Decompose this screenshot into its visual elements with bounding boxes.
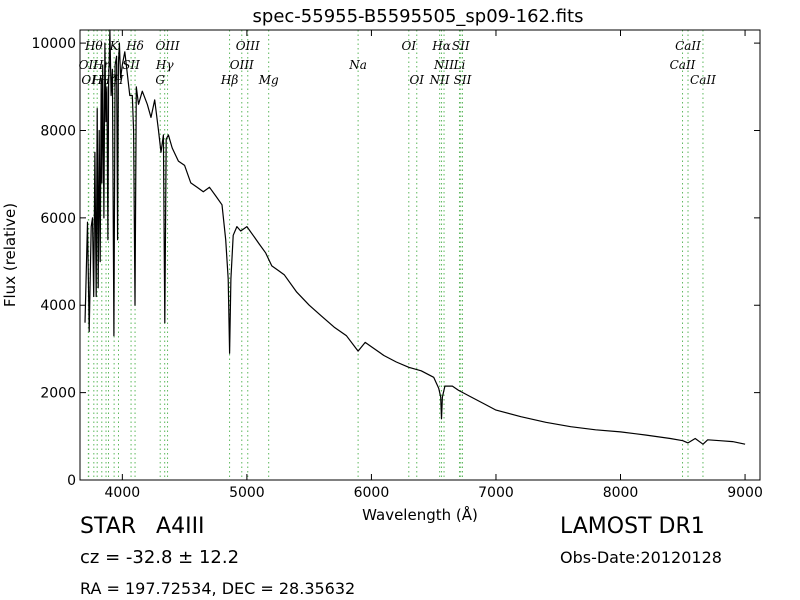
coordinates: RA = 197.72534, DEC = 28.35632 (80, 579, 356, 598)
spectral-line-label: Mg (258, 73, 279, 87)
axis-ticks: 4000 5000 6000 7000 8000 9000 0 2000 4000 6000 800… (31, 30, 763, 501)
spectrum-line (84, 29, 746, 445)
x-axis-label: Wavelength (Å) (362, 505, 478, 524)
x-tick-label: 5000 (229, 485, 265, 501)
spectral-line-label: CaII (690, 73, 716, 87)
spectral-line-label: H (112, 73, 124, 87)
x-tick-label: 8000 (603, 485, 639, 501)
y-axis-label: Flux (relative) (1, 203, 19, 307)
spectral-line-markers (87, 30, 704, 480)
object-subclass: A4III (156, 514, 205, 539)
spectral-line-label: OIII (230, 58, 254, 72)
x-tick-label: 7000 (478, 485, 514, 501)
spectral-line-label: Hα (431, 39, 451, 53)
survey-name: LAMOST DR1 (560, 514, 705, 539)
spectral-line-label: G (155, 73, 165, 87)
object-class: STAR A4III (80, 514, 205, 539)
plot-frame (79, 29, 761, 481)
spectral-line-label: SII (452, 39, 470, 53)
spectral-line-labels: OIIOIHθHHηHζKHSIIHδGHγOIIIHβOIIIOIIIMgNa… (79, 39, 716, 87)
spectral-line-label: SII (122, 58, 140, 72)
spectral-line-label: CaII (675, 39, 701, 53)
redshift-value: cz = -32.8 ± 12.2 (80, 547, 240, 568)
spectral-line-label: SII (454, 73, 472, 87)
spectral-line-label: NII (429, 73, 450, 87)
spectral-line-label: Hη (92, 58, 111, 72)
spectral-line-label: Hγ (155, 58, 174, 72)
y-tick-label: 2000 (40, 386, 76, 402)
spectral-line-label: OII (79, 58, 99, 72)
spectral-line-label: OIII (156, 39, 180, 53)
spectral-line-label: Hζ (99, 73, 118, 87)
spectral-line-label: OI (81, 73, 96, 87)
chart-title: spec-55955-B5595505_sp09-162.fits (253, 6, 584, 27)
observation-date: Obs-Date:20120128 (560, 548, 722, 567)
y-tick-label: 10000 (31, 36, 76, 52)
spectral-line-label: Na (348, 58, 367, 72)
y-tick-label: 6000 (40, 211, 76, 227)
spectral-line-label: H (91, 73, 103, 87)
spectral-line-label: NII (433, 58, 454, 72)
spectral-line-label: OI (402, 39, 417, 53)
spectral-line-label: OIII (236, 39, 260, 53)
spectral-line-label: CaII (670, 58, 696, 72)
x-tick-label: 6000 (354, 485, 390, 501)
x-tick-label: 4000 (105, 485, 141, 501)
spectral-line-label: OI (409, 73, 424, 87)
spectral-line-label: Hθ (84, 39, 103, 53)
y-tick-label: 0 (67, 473, 76, 489)
spectral-line-label: Hδ (125, 39, 144, 53)
spectral-line-label: Li (453, 58, 466, 72)
spectral-line-label: K (109, 39, 120, 53)
y-tick-label: 4000 (40, 298, 76, 314)
x-tick-label: 9000 (727, 485, 763, 501)
spectral-line-label: Hβ (220, 73, 238, 87)
y-tick-label: 8000 (40, 123, 76, 139)
object-class-label: STAR (80, 514, 137, 539)
